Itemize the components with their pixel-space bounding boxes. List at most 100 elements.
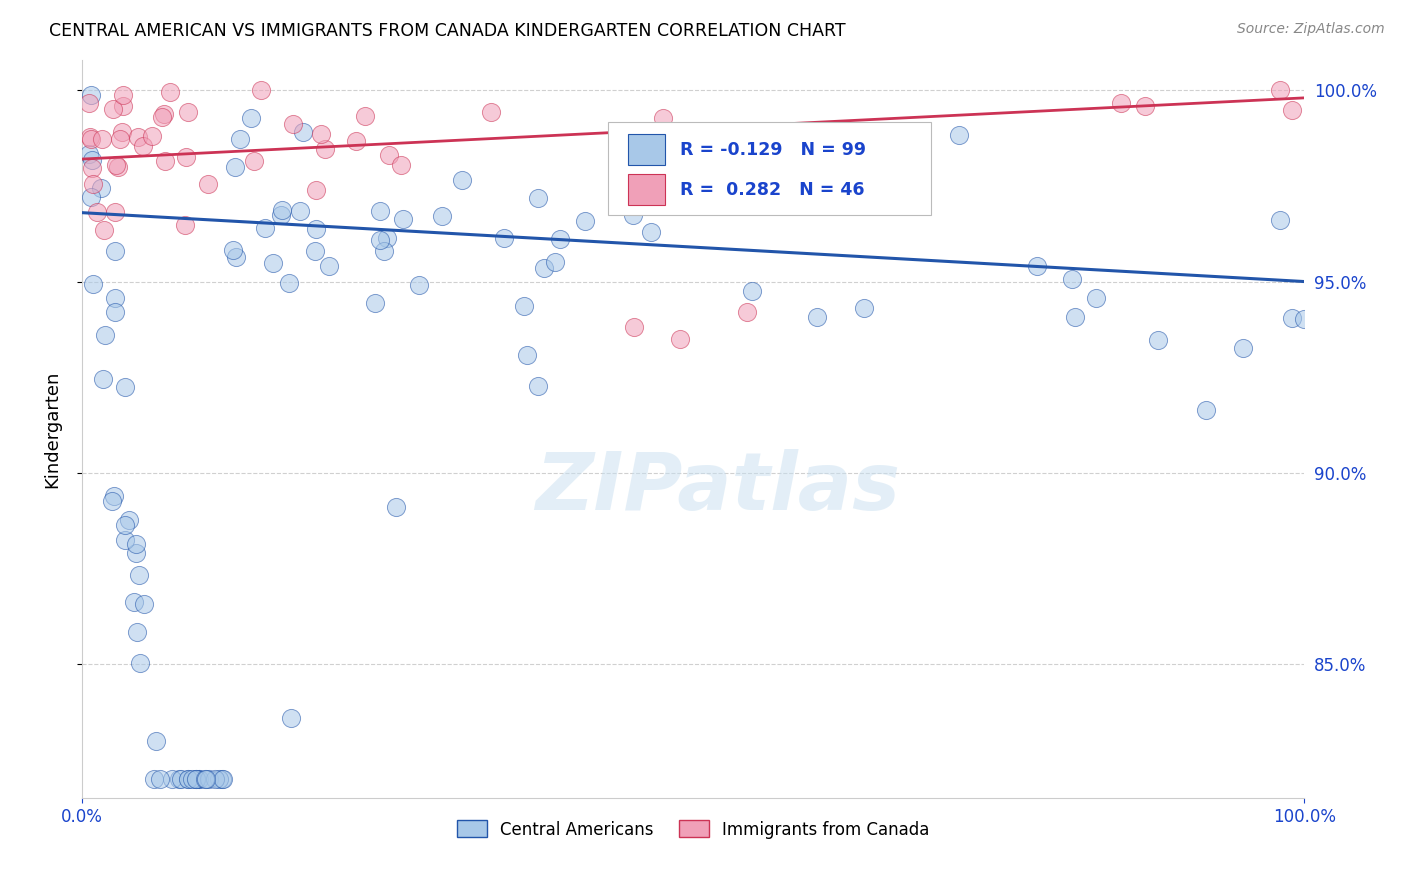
Point [184,772,207,786]
Point [737,305,759,319]
Point [1064,310,1087,325]
Point [1281,103,1303,118]
Point [1281,311,1303,326]
Point [80,161,103,175]
Point [108,132,131,146]
Point [93,223,115,237]
Point [132,597,155,611]
Point [141,129,163,144]
Point [149,772,172,786]
Point [129,656,152,670]
Point [104,244,127,259]
Point [1025,260,1047,274]
Point [1084,291,1107,305]
Point [211,772,233,786]
Point [377,230,399,244]
Text: R = -0.129   N = 99: R = -0.129 N = 99 [679,141,866,159]
Point [1268,213,1291,227]
Point [105,157,128,171]
Point [290,204,312,219]
Point [101,103,124,117]
Point [184,772,207,786]
Point [111,125,134,139]
Point [176,150,198,164]
Point [132,138,155,153]
Point [512,299,534,313]
Point [254,221,277,235]
Point [204,772,226,786]
Point [364,295,387,310]
Point [79,130,101,145]
Point [550,232,572,246]
Point [1109,95,1132,110]
Point [197,177,219,191]
Point [82,153,104,167]
Point [699,155,721,169]
Point [229,132,252,146]
Point [197,772,219,786]
Point [80,87,103,102]
Point [243,154,266,169]
Point [1060,271,1083,285]
Point [281,118,304,132]
Point [516,348,538,362]
Point [118,513,141,527]
Point [494,231,516,245]
Point [77,95,100,110]
Point [212,772,235,786]
Point [368,204,391,219]
Point [695,186,717,201]
Point [391,211,413,226]
Point [208,772,231,786]
Point [277,277,299,291]
Point [114,533,136,547]
Point [80,190,103,204]
Point [176,772,198,786]
Point [314,142,336,156]
Legend: Central Americans, Immigrants from Canada: Central Americans, Immigrants from Canad… [450,814,936,846]
Point [103,489,125,503]
Point [94,328,117,343]
Point [368,234,391,248]
Point [291,125,314,139]
Point [152,107,174,121]
Point [853,301,876,316]
Point [1195,402,1218,417]
Point [533,260,555,275]
Point [79,132,101,146]
Point [112,88,135,103]
Point [948,128,970,142]
Point [128,568,150,582]
Point [544,254,567,268]
Point [1232,341,1254,355]
Point [305,183,328,197]
Point [318,259,340,273]
Point [101,493,124,508]
Point [373,244,395,258]
Point [155,154,177,169]
Text: R =  0.282   N = 46: R = 0.282 N = 46 [679,181,865,199]
Point [1135,99,1157,113]
Point [112,99,135,113]
Point [378,147,401,161]
Point [170,772,193,786]
Point [174,218,197,232]
Point [669,332,692,346]
Point [408,277,430,292]
Point [280,711,302,725]
Point [623,320,645,334]
Point [114,379,136,393]
Point [1268,83,1291,97]
Point [122,595,145,609]
Point [145,734,167,748]
Point [177,105,200,120]
Point [114,517,136,532]
Point [225,250,247,264]
Text: ZIPatlas: ZIPatlas [536,449,900,527]
Point [184,772,207,786]
Point [125,546,148,560]
Point [188,772,211,786]
Point [125,624,148,639]
Point [104,291,127,305]
Point [125,537,148,551]
